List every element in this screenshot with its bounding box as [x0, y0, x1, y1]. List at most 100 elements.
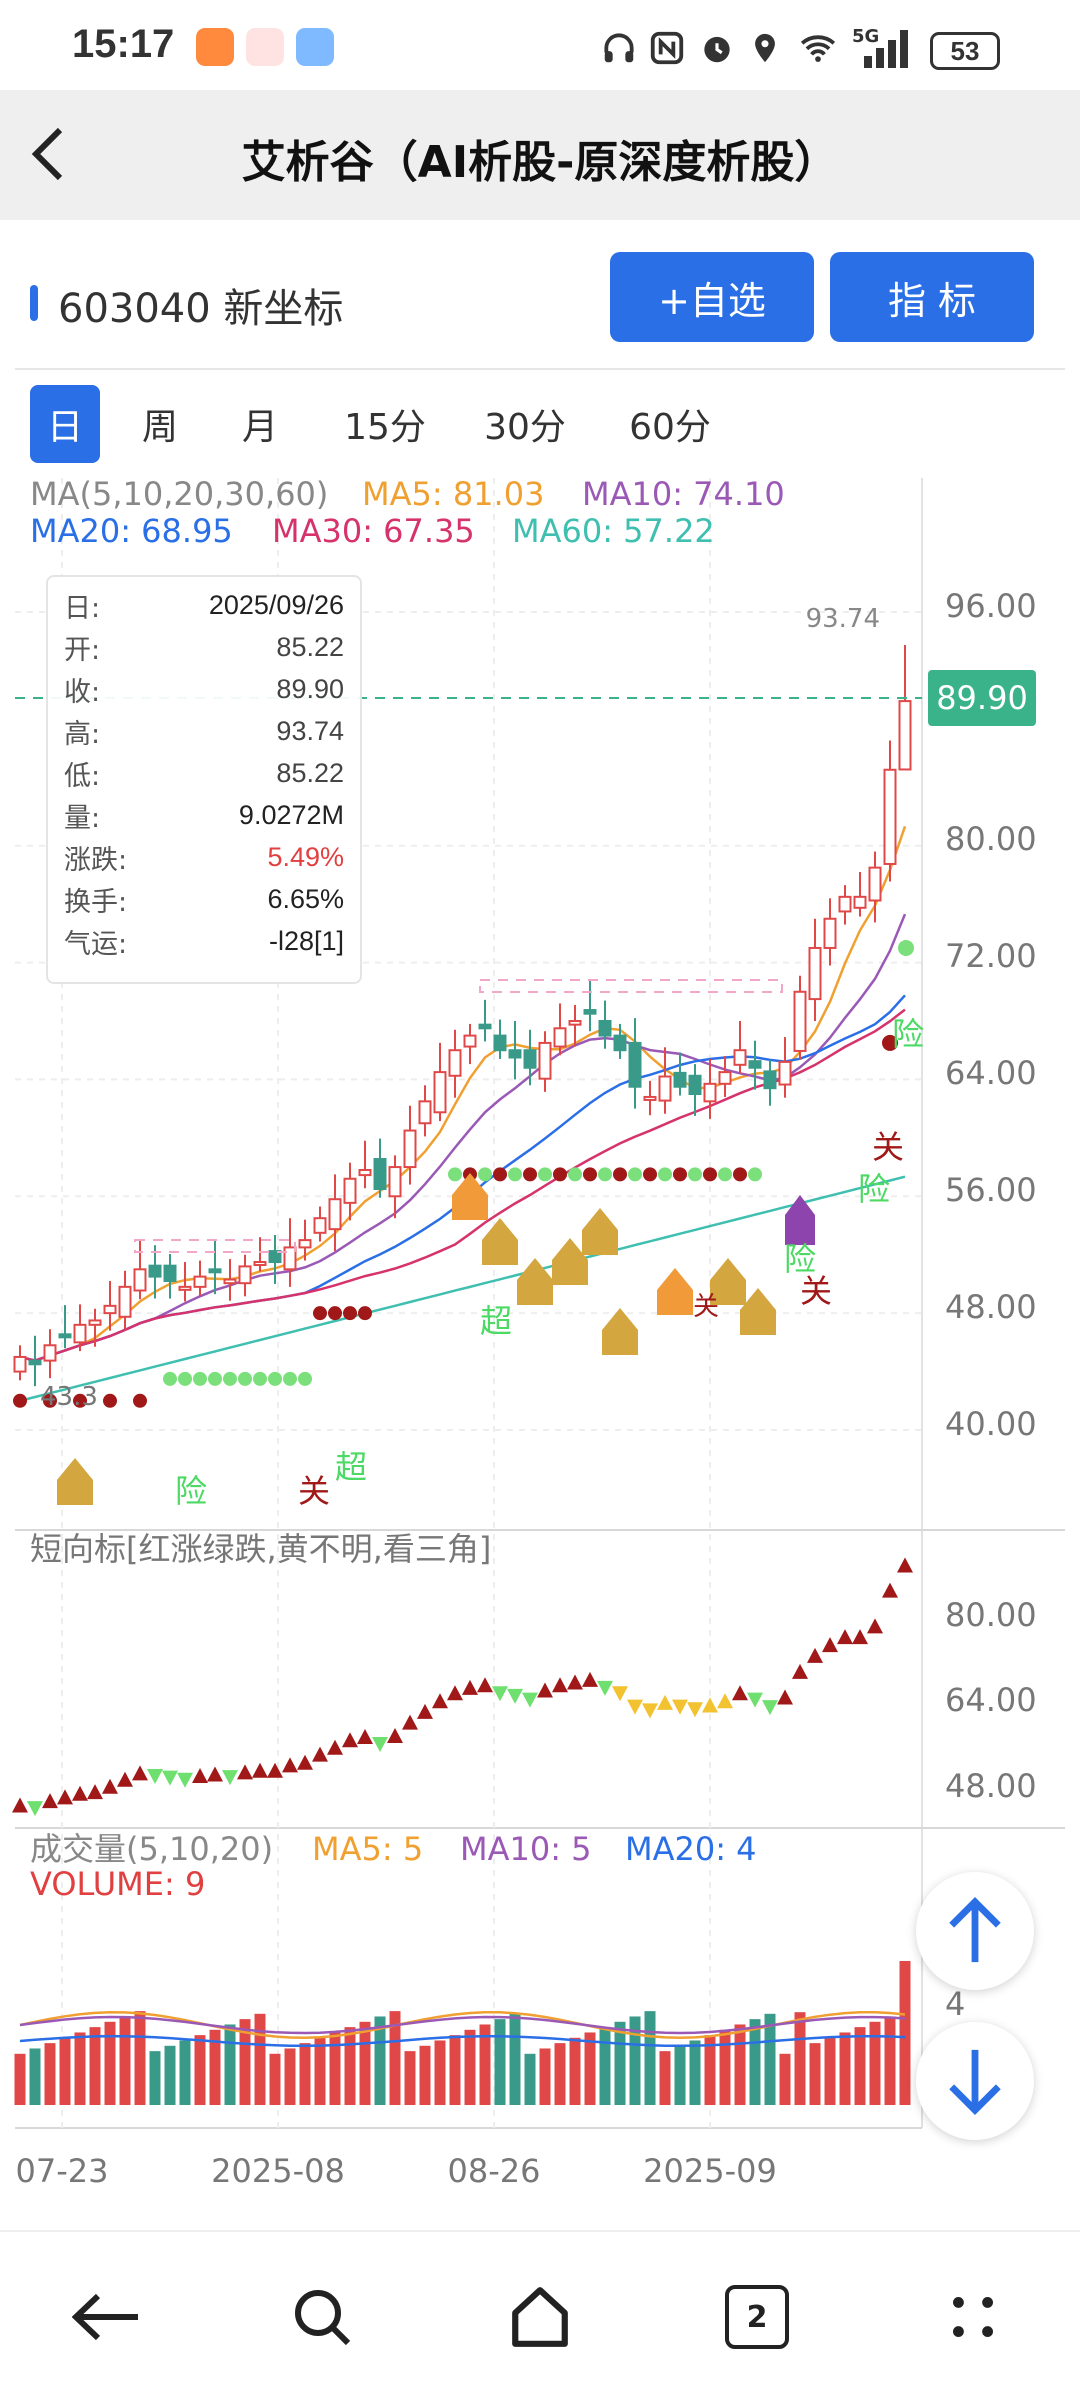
info-value: 9.0272M [238, 799, 344, 830]
volume-ma5-legend: MA5: 5 [312, 1830, 423, 1868]
info-key: 涨跌: [64, 844, 128, 876]
volume-bar [14, 2053, 26, 2105]
candle-body [28, 1359, 42, 1366]
scroll-up-button[interactable] [916, 1872, 1034, 1990]
volume-bar [434, 2040, 446, 2105]
info-row-change: 涨跌: 5.49% [64, 837, 344, 877]
nav-search-button[interactable] [277, 2272, 367, 2362]
volume-bar [494, 2019, 506, 2105]
volume-bar [779, 2053, 791, 2105]
signal-dot [223, 1371, 237, 1386]
candle-body [208, 1268, 222, 1274]
ma5-legend: MA5: 81.03 [362, 475, 544, 513]
signal-badge [552, 1238, 588, 1285]
short-triangle [12, 1797, 28, 1813]
short-triangle [87, 1784, 103, 1800]
short-triangle [537, 1682, 553, 1698]
price-axis-label: 64.00 [945, 1054, 1037, 1092]
short-triangle [102, 1778, 118, 1794]
volume-bar [614, 2021, 626, 2105]
signal-dot [538, 1167, 552, 1182]
info-key: 气运: [64, 928, 128, 960]
nav-back-button[interactable] [62, 2272, 152, 2362]
high-marker-label: 93.74 [806, 604, 880, 634]
candle-body [748, 1060, 762, 1069]
short-triangle [732, 1685, 748, 1701]
candle-body [853, 895, 867, 909]
nav-home-button[interactable] [495, 2272, 585, 2362]
tab-month[interactable]: 月 [241, 407, 278, 448]
short-indicator-title: 短向标[红涨绿跌,黄不明,看三角] [30, 1530, 491, 1568]
volume-bar [59, 2037, 71, 2105]
volume-axis-label: 4 [945, 1985, 965, 2023]
short-triangle [297, 1754, 313, 1770]
volume-bar [629, 2016, 641, 2105]
kline-chart[interactable]: MA(5,10,20,30,60) MA5: 81.03 MA10: 74.10… [0, 470, 1080, 2190]
signal-dot [733, 1167, 747, 1182]
period-tabs: 日 周 月 15分 30分 60分 [0, 385, 1080, 465]
volume-bar [554, 2043, 566, 2105]
nav-tabs-button[interactable]: 2 [712, 2272, 802, 2362]
ohlc-info-box: 日: 2025/09/26 开: 85.22 收: 89.90 高: 93.74 低: 8… [46, 575, 362, 984]
tab-60min[interactable]: 60分 [629, 407, 711, 448]
candle-body [58, 1333, 72, 1339]
danger-signal-label: 险 [175, 1472, 207, 1510]
info-row-close: 收: 89.90 [64, 669, 344, 709]
tab-day[interactable]: 日 [30, 385, 100, 463]
volume-bar [689, 2040, 701, 2105]
signal-dot [583, 1167, 597, 1182]
candle-body [628, 1041, 642, 1088]
signal-5g-icon: 5G [852, 26, 916, 68]
signal-dot [898, 939, 914, 956]
nav-menu-button[interactable] [928, 2272, 1018, 2362]
info-key: 量: [64, 802, 101, 834]
app-header: 艾析谷（AI析股-原深度析股） [0, 90, 1080, 220]
network-label: 5G [852, 26, 880, 47]
tab-30min[interactable]: 30分 [484, 407, 566, 448]
tab-week[interactable]: 周 [141, 407, 178, 448]
back-button[interactable] [28, 110, 88, 200]
short-triangle [657, 1694, 673, 1710]
signal-dot [703, 1167, 717, 1182]
scroll-down-button[interactable] [916, 2022, 1034, 2140]
volume-bar [569, 2037, 581, 2105]
short-triangle [717, 1693, 733, 1709]
candle-body [688, 1074, 702, 1096]
signal-dot [553, 1167, 567, 1182]
signal-dot [238, 1371, 252, 1386]
candles [13, 645, 912, 1387]
volume-bar [704, 2035, 716, 2105]
candle-body [223, 1278, 237, 1285]
signal-dot [628, 1167, 642, 1182]
short-triangle [417, 1703, 433, 1719]
candle-body [88, 1319, 102, 1326]
home-icon [512, 2287, 568, 2347]
indicator-button[interactable]: 指 标 [830, 252, 1034, 342]
short-triangle [42, 1793, 58, 1809]
low-marker-label: 43.3 [40, 1382, 98, 1412]
candle-body [898, 700, 912, 771]
candle-body [823, 917, 837, 949]
range-box [479, 979, 783, 993]
accent-bar [30, 285, 38, 321]
volume-value-legend: VOLUME: 9 [30, 1865, 205, 1903]
signal-dot [343, 1306, 357, 1321]
volume-bar [89, 2027, 101, 2105]
add-watchlist-button[interactable]: +自选 [610, 252, 814, 342]
volume-ma20-legend: MA20: 4 [625, 1830, 757, 1868]
candle-body [763, 1070, 777, 1090]
candle-body [373, 1158, 387, 1190]
info-value: 93.74 [276, 715, 344, 746]
back-arrow-icon [72, 2293, 138, 2341]
volume-bar [314, 2037, 326, 2105]
volume-bar [509, 2013, 521, 2105]
tab-15min[interactable]: 15分 [344, 407, 426, 448]
price-axis-label: 96.00 [945, 587, 1037, 625]
short-triangle [282, 1757, 298, 1773]
short-triangle [522, 1692, 538, 1708]
volume-bar [839, 2032, 851, 2105]
short-triangle [342, 1732, 358, 1748]
candle-body [313, 1217, 327, 1234]
signal-dot [358, 1306, 372, 1321]
volume-ma20-line [19, 2034, 906, 2048]
